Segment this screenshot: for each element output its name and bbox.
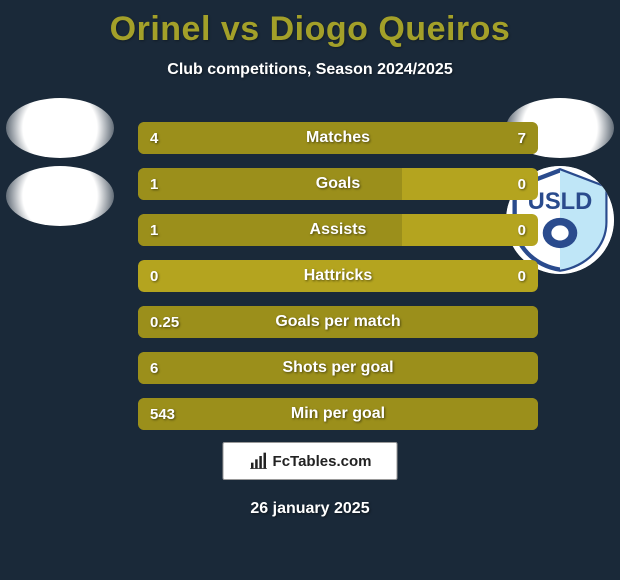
snapshot-date: 26 january 2025 xyxy=(0,500,620,518)
stat-label: Goals xyxy=(138,168,538,200)
stat-row-shots-per-goal: Shots per goal6 xyxy=(138,352,538,384)
chart-icon xyxy=(249,451,269,471)
stat-row-assists: Assists1 0 xyxy=(138,214,538,246)
stat-row-hattricks: Hattricks0 0 xyxy=(138,260,538,292)
stat-label: Hattricks xyxy=(138,260,538,292)
stat-row-min-per-goal: Min per goal543 xyxy=(138,398,538,430)
stat-value-left: 4 xyxy=(138,122,170,154)
stat-value-left: 1 xyxy=(138,168,170,200)
stat-value-left: 0 xyxy=(138,260,170,292)
stat-value-right: 0 xyxy=(506,214,538,246)
stat-label: Assists xyxy=(138,214,538,246)
stat-value-right: 7 xyxy=(506,122,538,154)
stat-row-goals-per-match: Goals per match0.25 xyxy=(138,306,538,338)
brand-badge: FcTables.com xyxy=(223,442,398,480)
stat-value-right: 0 xyxy=(506,260,538,292)
brand-text: FcTables.com xyxy=(273,453,372,470)
stat-label: Shots per goal xyxy=(138,352,538,384)
player1-avatar-placeholder xyxy=(6,98,114,158)
stat-value-left: 6 xyxy=(138,352,170,384)
stat-value-left: 543 xyxy=(138,398,187,430)
comparison-bars: Matches47Goals10Assists10Hattricks00Goal… xyxy=(138,122,538,444)
player1-club-badge-placeholder xyxy=(6,166,114,226)
stat-row-matches: Matches4 7 xyxy=(138,122,538,154)
page-title: Orinel vs Diogo Queiros xyxy=(0,0,620,49)
stat-label: Min per goal xyxy=(138,398,538,430)
stat-value-right: 0 xyxy=(506,168,538,200)
stat-value-left: 0.25 xyxy=(138,306,191,338)
stat-value-left: 1 xyxy=(138,214,170,246)
page-subtitle: Club competitions, Season 2024/2025 xyxy=(0,61,620,79)
stat-label: Matches xyxy=(138,122,538,154)
stat-label: Goals per match xyxy=(138,306,538,338)
stat-row-goals: Goals1 0 xyxy=(138,168,538,200)
